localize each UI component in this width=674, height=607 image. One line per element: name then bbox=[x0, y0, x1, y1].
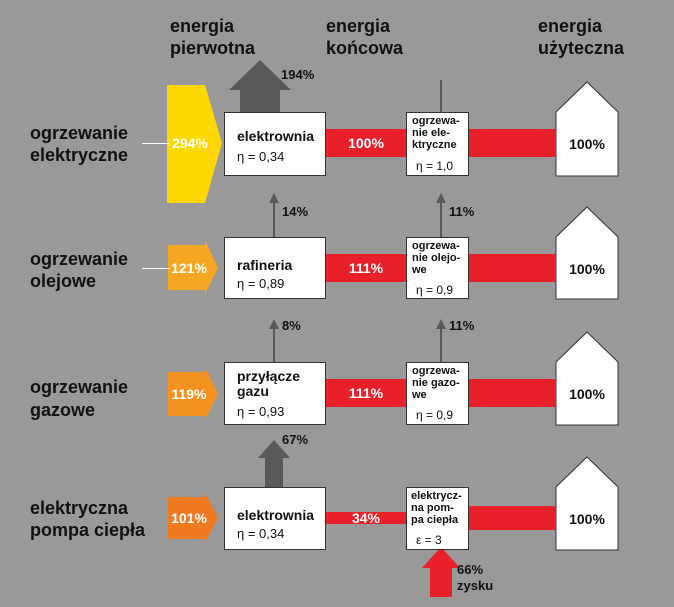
useful-pct-row2: 100% bbox=[569, 261, 605, 277]
lead-line-row1 bbox=[142, 143, 170, 144]
gain-pct-row4: 66% zysku bbox=[457, 562, 494, 593]
plant-title: przyłącze gazu bbox=[237, 368, 301, 399]
final-band-row2-left bbox=[326, 254, 406, 282]
device-efficiency: ε = 3 bbox=[416, 533, 442, 547]
final-band-row3-right bbox=[469, 379, 556, 407]
device-title: ogrzewa- nie olejo- we bbox=[412, 240, 461, 276]
useful-pct-row4: 100% bbox=[569, 511, 605, 527]
final-band-row1-left bbox=[326, 129, 406, 157]
final-band-row1-right bbox=[469, 129, 556, 157]
plant-title: rafineria bbox=[237, 257, 293, 273]
house-row4 bbox=[555, 456, 619, 551]
final-band-row2-right bbox=[469, 254, 556, 282]
device-efficiency: η = 0,9 bbox=[416, 408, 454, 422]
final-pct-row3: 111% bbox=[348, 385, 384, 401]
device-title: ogrzewa- nie gazo- we bbox=[412, 365, 460, 401]
loss-pct-row2-device: 11% bbox=[449, 204, 475, 219]
row-label-oil: ogrzewanie olejowe bbox=[30, 249, 129, 291]
loss-pct-row3-plant: 8% bbox=[282, 318, 301, 333]
plant-title: elektrownia bbox=[237, 507, 315, 523]
device-efficiency: η = 0,9 bbox=[416, 283, 454, 297]
plant-efficiency: η = 0,93 bbox=[237, 404, 285, 419]
useful-pct-row3: 100% bbox=[569, 386, 605, 402]
loss-arrow-row3-plant bbox=[269, 319, 279, 329]
header-final-energy: energia końcowa bbox=[326, 16, 404, 58]
loss-pct-row2-plant: 14% bbox=[282, 204, 309, 219]
loss-pct-row3-device: 11% bbox=[449, 318, 475, 333]
final-pct-row4: 34% bbox=[351, 510, 381, 526]
plant-title: elektrownia bbox=[237, 128, 315, 144]
primary-pct-row4: 101% bbox=[171, 510, 207, 526]
device-box-row1: ogrzewa- nie ele- ktryczne η = 1,0 bbox=[406, 112, 469, 176]
final-band-row4-left bbox=[326, 512, 406, 524]
row-label-heatpump: elektryczna pompa ciepła bbox=[30, 498, 146, 540]
house-row1 bbox=[555, 81, 619, 177]
plant-efficiency: η = 0,34 bbox=[237, 149, 285, 164]
primary-pct-row2: 121% bbox=[171, 260, 207, 276]
house-row3 bbox=[555, 331, 619, 426]
loss-arrow-row1 bbox=[229, 60, 291, 117]
final-band-row4-right bbox=[469, 506, 556, 530]
primary-arrow-gas bbox=[168, 367, 218, 420]
primary-arrow-electric bbox=[167, 85, 222, 203]
useful-pct-row1: 100% bbox=[569, 136, 605, 152]
final-pct-row2: 111% bbox=[348, 260, 384, 276]
primary-pct-row3: 119% bbox=[171, 386, 207, 402]
device-title: ogrzewa- nie ele- ktryczne bbox=[412, 115, 460, 151]
primary-pct-row1: 294% bbox=[172, 135, 208, 151]
plant-box-row1: elektrownia η = 0,34 bbox=[224, 112, 326, 176]
header-primary-energy: energia pierwotna bbox=[170, 16, 256, 58]
primary-arrow-heatpump bbox=[168, 492, 218, 543]
device-box-row3: ogrzewa- nie gazo- we η = 0,9 bbox=[406, 362, 469, 425]
final-band-row3-left bbox=[326, 379, 406, 407]
device-box-row2: ogrzewa- nie olejo- we η = 0,9 bbox=[406, 237, 469, 299]
house-row2 bbox=[555, 206, 619, 300]
plant-box-row4: elektrownia η = 0,34 bbox=[224, 487, 326, 550]
device-title: elektrycz- na pom- pa ciepła bbox=[411, 490, 462, 526]
final-pct-row1: 100% bbox=[348, 135, 384, 151]
loss-pct-row4-plant: 67% bbox=[282, 432, 309, 447]
plant-efficiency: η = 0,34 bbox=[237, 526, 285, 541]
row-label-gas: ogrzewanie gazowe bbox=[30, 377, 129, 420]
loss-arrow-row3-device bbox=[436, 319, 446, 329]
plant-efficiency: η = 0,89 bbox=[237, 276, 285, 291]
header-useful-energy: energia użyteczna bbox=[538, 16, 625, 58]
loss-arrow-row2-device bbox=[436, 193, 446, 203]
device-box-row4: elektrycz- na pom- pa ciepła ε = 3 bbox=[406, 487, 469, 550]
loss-arrow-row2-plant bbox=[269, 193, 279, 203]
plant-box-row2: rafineria η = 0,89 bbox=[224, 237, 326, 299]
lead-line-row2 bbox=[142, 268, 170, 269]
primary-arrow-oil bbox=[168, 240, 218, 294]
row-label-electric: ogrzewanie elektryczne bbox=[30, 123, 129, 165]
device-efficiency: η = 1,0 bbox=[416, 159, 454, 173]
plant-box-row3: przyłącze gazu η = 0,93 bbox=[224, 362, 326, 425]
gain-arrow-heatpump bbox=[422, 547, 460, 597]
loss-pct-row1: 194% bbox=[281, 67, 315, 82]
loss-arrow-row4 bbox=[258, 440, 290, 487]
